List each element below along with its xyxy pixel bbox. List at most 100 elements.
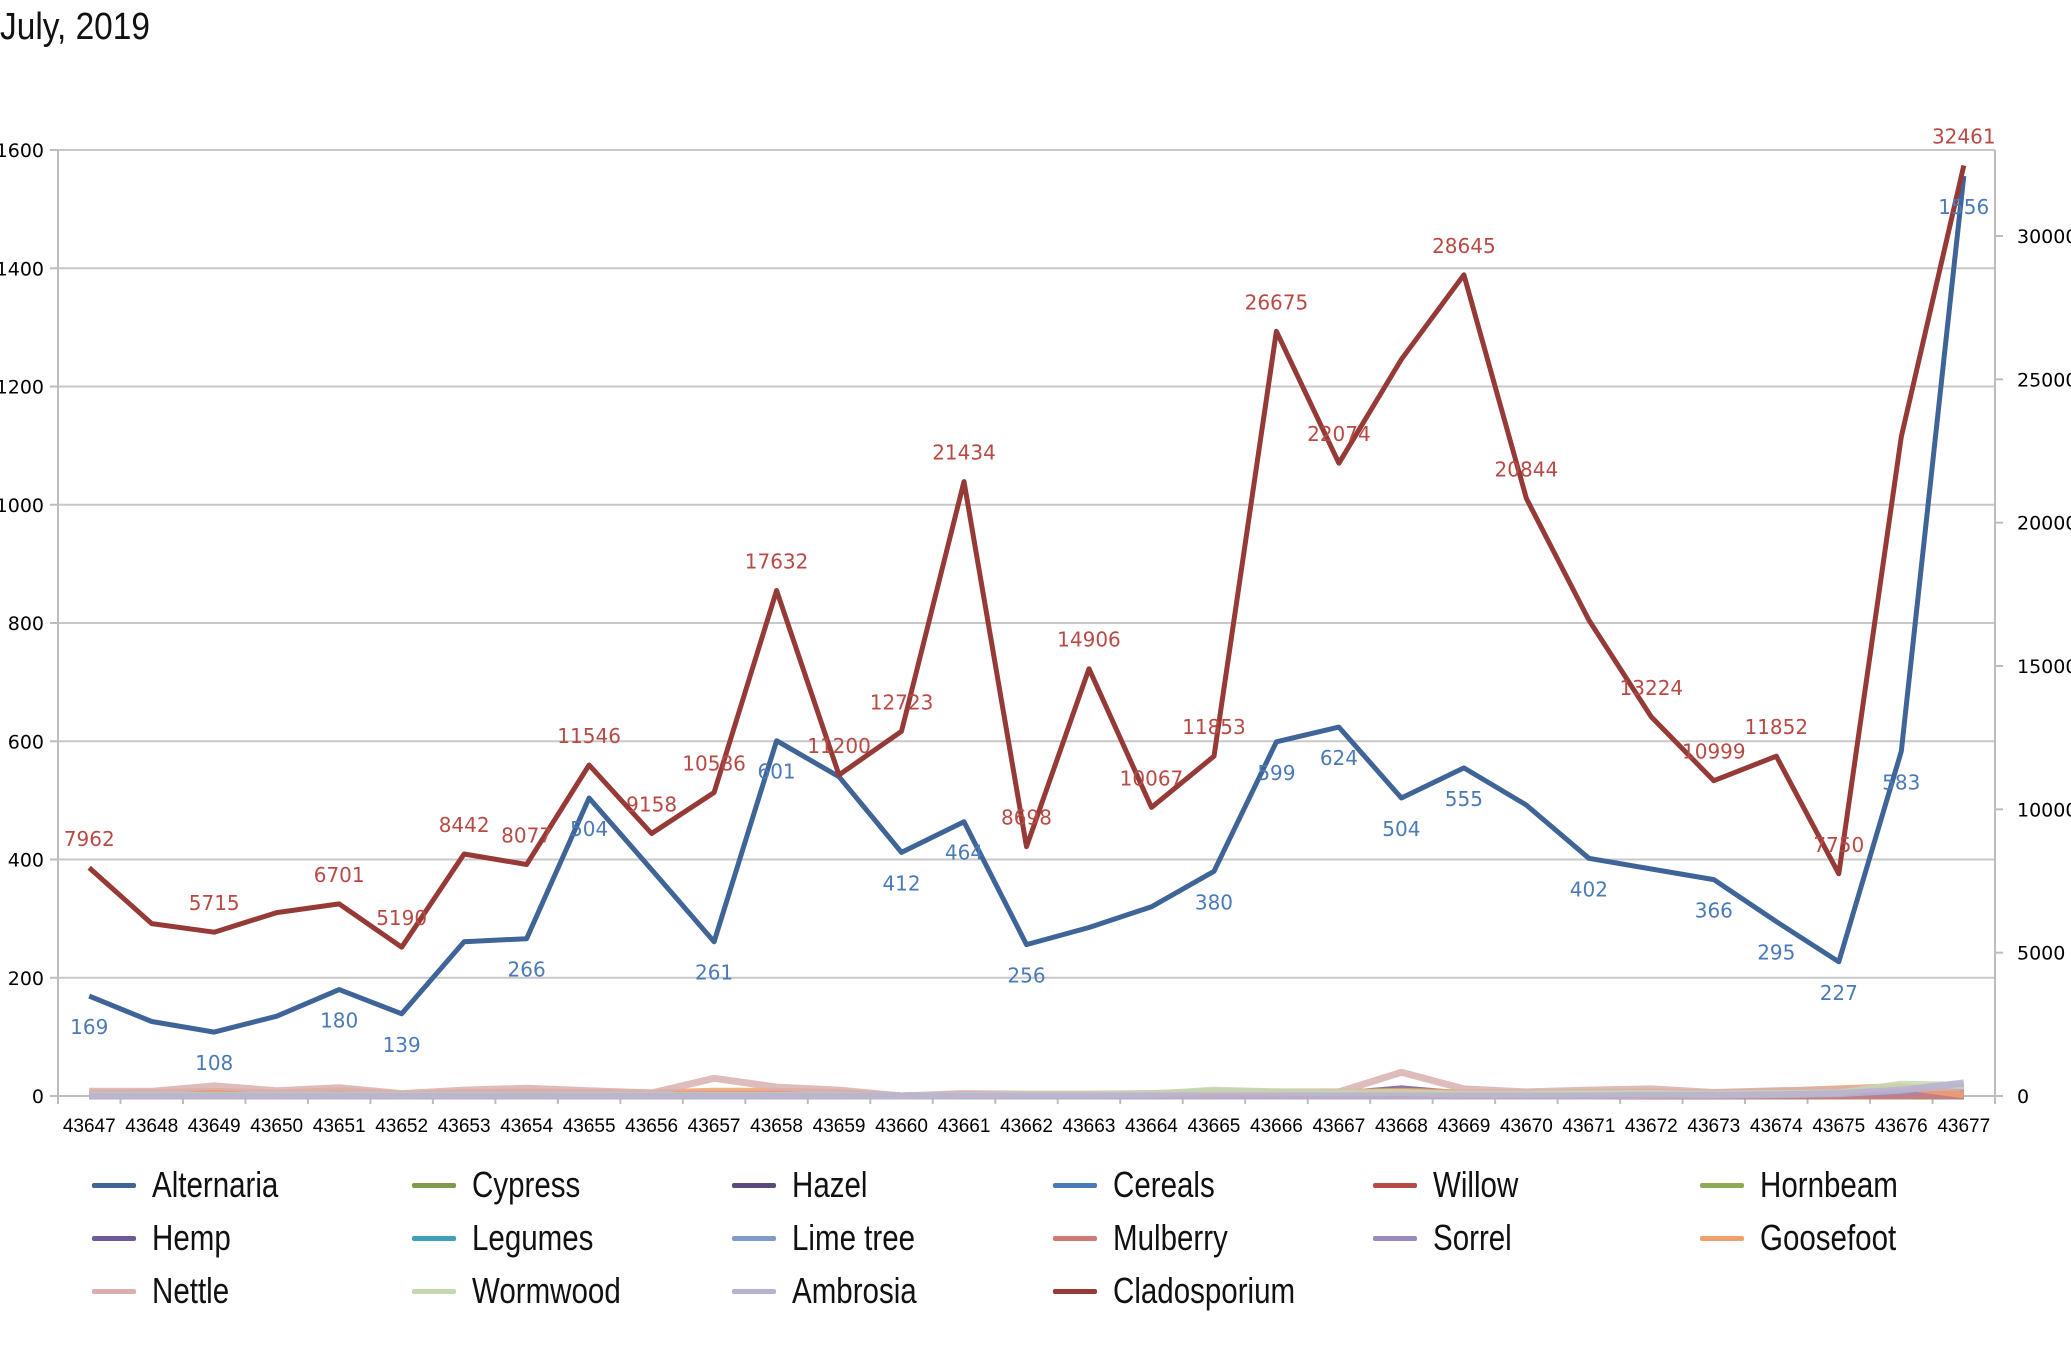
legend-item-hazel[interactable]: Hazel xyxy=(732,1160,884,1210)
data-label: 1556 xyxy=(1938,195,1989,219)
legend-item-cereals[interactable]: Cereals xyxy=(1053,1160,1237,1210)
legend-label: Cereals xyxy=(1113,1164,1215,1205)
series-lines xyxy=(87,164,1967,1100)
gridlines xyxy=(58,149,1995,979)
data-label: 11200 xyxy=(807,734,871,758)
data-label: 295 xyxy=(1757,941,1795,965)
data-label: 5715 xyxy=(189,891,240,915)
x-tick-label: 43665 xyxy=(1188,1116,1241,1137)
x-tick-label: 43662 xyxy=(1000,1116,1053,1137)
legend-item-goosefoot[interactable]: Goosefoot xyxy=(1700,1213,1926,1263)
legend-item-sorrel[interactable]: Sorrel xyxy=(1373,1213,1529,1263)
legend-swatch-icon xyxy=(1700,1182,1744,1188)
legend-item-alternaria[interactable]: Alternaria xyxy=(92,1160,306,1210)
y2-tick-label: 15000 xyxy=(2017,656,2071,678)
x-tick-label: 43657 xyxy=(688,1116,741,1137)
data-label: 256 xyxy=(1007,964,1045,988)
y-tick-label: 1000 xyxy=(0,495,44,517)
y-tick-label: 1200 xyxy=(0,377,44,399)
legend-swatch-icon xyxy=(412,1182,456,1188)
legend-swatch-icon xyxy=(412,1235,456,1241)
data-label: 7962 xyxy=(64,827,115,851)
x-tick-label: 43675 xyxy=(1812,1116,1865,1137)
data-label: 464 xyxy=(945,841,983,865)
data-label: 599 xyxy=(1257,761,1295,785)
legend-swatch-icon xyxy=(1053,1288,1097,1294)
legend-label: Cypress xyxy=(472,1164,581,1205)
series-line-cladosporium xyxy=(87,164,1967,950)
y2-tick-label: 0 xyxy=(2017,1086,2029,1108)
data-label: 366 xyxy=(1695,899,1733,923)
data-label: 11546 xyxy=(557,724,621,748)
data-label: 8442 xyxy=(439,813,490,837)
y-tick-label: 1600 xyxy=(0,140,44,162)
data-label: 108 xyxy=(195,1051,233,1075)
x-tick-label: 43656 xyxy=(625,1116,678,1137)
data-label: 504 xyxy=(570,817,608,841)
y2-tick-label: 5000 xyxy=(2017,943,2065,965)
data-label: 402 xyxy=(1570,877,1608,901)
legend-label: Goosefoot xyxy=(1760,1217,1897,1258)
legend-item-ambrosia[interactable]: Ambrosia xyxy=(732,1266,944,1316)
data-label: 10999 xyxy=(1682,740,1746,764)
x-tick-label: 43673 xyxy=(1687,1116,1740,1137)
x-tick-label: 43653 xyxy=(438,1116,491,1137)
x-tick-label: 43677 xyxy=(1937,1116,1990,1137)
data-label: 412 xyxy=(882,871,920,895)
data-label: 7750 xyxy=(1813,833,1864,857)
legend-item-cypress[interactable]: Cypress xyxy=(412,1160,604,1210)
x-tick-label: 43654 xyxy=(500,1116,553,1137)
x-tick-label: 43672 xyxy=(1625,1116,1678,1137)
legend-swatch-icon xyxy=(92,1288,136,1294)
data-label: 10586 xyxy=(682,752,746,776)
legend-label: Cladosporium xyxy=(1113,1270,1296,1311)
x-tick-label: 43652 xyxy=(375,1116,428,1137)
x-tick-label: 43649 xyxy=(188,1116,241,1137)
chart-title: July, 2019 xyxy=(0,6,150,48)
data-label: 14906 xyxy=(1057,628,1121,652)
data-label: 9158 xyxy=(626,792,677,816)
legend-label: Ambrosia xyxy=(792,1270,917,1311)
x-tick-label: 43658 xyxy=(750,1116,803,1137)
legend-item-cladosporium[interactable]: Cladosporium xyxy=(1053,1266,1335,1316)
data-label: 32461 xyxy=(1932,124,1996,148)
legend-item-lime-tree[interactable]: Lime tree xyxy=(732,1213,942,1263)
data-label: 12723 xyxy=(870,690,934,714)
legend-swatch-icon xyxy=(92,1182,136,1188)
axes: 0 200 400 600 800 1000 1200 1400 1600 0 5000 10000 1… xyxy=(0,140,2071,1137)
x-tick-label: 43647 xyxy=(63,1116,116,1137)
x-tick-label: 43666 xyxy=(1250,1116,1303,1137)
legend-label: Mulberry xyxy=(1113,1217,1228,1258)
y2-tick-label: 30000 xyxy=(2017,226,2071,248)
data-label: 17632 xyxy=(745,550,809,574)
x-tick-label: 43651 xyxy=(313,1116,366,1137)
data-label: 21434 xyxy=(932,441,996,465)
y-tick-label: 200 xyxy=(8,968,44,990)
legend-item-legumes[interactable]: Legumes xyxy=(412,1213,620,1263)
x-tick-label: 43670 xyxy=(1500,1116,1553,1137)
x-tick-label: 43663 xyxy=(1063,1116,1116,1137)
chart-plot: 0 200 400 600 800 1000 1200 1400 1600 0 5000 10000 1… xyxy=(0,124,2071,1137)
data-label: 10067 xyxy=(1120,766,1184,790)
legend-label: Alternaria xyxy=(152,1164,279,1205)
data-label: 266 xyxy=(508,958,546,982)
data-label: 28645 xyxy=(1432,234,1496,258)
legend-item-willow[interactable]: Willow xyxy=(1373,1160,1537,1210)
legend-item-mulberry[interactable]: Mulberry xyxy=(1053,1213,1253,1263)
y2-tick-label: 20000 xyxy=(2017,513,2071,535)
y-tick-label: 1400 xyxy=(0,258,44,280)
legend-item-wormwood[interactable]: Wormwood xyxy=(412,1266,653,1316)
data-label: 555 xyxy=(1445,787,1483,811)
legend-item-hemp[interactable]: Hemp xyxy=(92,1213,248,1263)
legend-swatch-icon xyxy=(412,1288,456,1294)
y2-tick-label: 25000 xyxy=(2017,369,2071,391)
data-labels: 169 108 180 139 266 504 261 601 412 464 256 380 599 6… xyxy=(64,124,1996,1075)
data-label: 624 xyxy=(1320,746,1358,770)
data-label: 380 xyxy=(1195,890,1233,914)
legend-item-nettle[interactable]: Nettle xyxy=(92,1266,246,1316)
legend-item-hornbeam[interactable]: Hornbeam xyxy=(1700,1160,1928,1210)
y-tick-label: 0 xyxy=(32,1086,44,1108)
x-tick-label: 43664 xyxy=(1125,1116,1178,1137)
legend-swatch-icon xyxy=(1053,1182,1097,1188)
data-label: 8698 xyxy=(1001,806,1052,830)
